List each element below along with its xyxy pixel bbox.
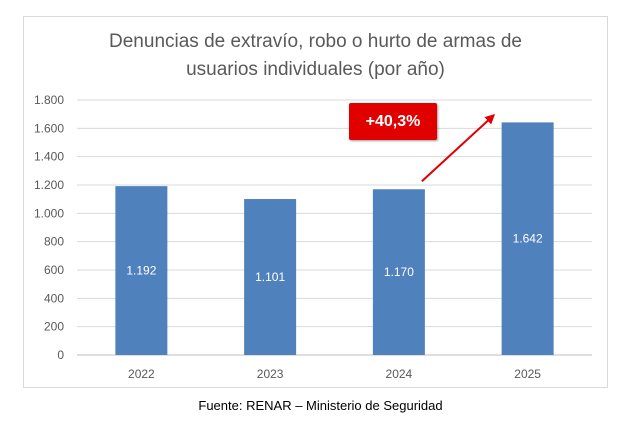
bar bbox=[372, 189, 425, 355]
y-tick-label: 800 bbox=[44, 235, 64, 249]
bar bbox=[115, 186, 168, 355]
x-tick-label: 2023 bbox=[257, 367, 284, 381]
y-tick-label: 1.800 bbox=[34, 93, 64, 107]
x-tick-label: 2024 bbox=[386, 367, 413, 381]
bar bbox=[501, 122, 554, 355]
data-label: 1.170 bbox=[384, 265, 414, 279]
x-tick-label: 2025 bbox=[514, 367, 541, 381]
chart-title-line-2: usuarios individuales (por año) bbox=[186, 59, 445, 80]
growth-badge: +40,3% bbox=[349, 103, 437, 140]
growth-arrow bbox=[421, 114, 496, 182]
bar bbox=[244, 199, 297, 355]
source-note: Fuente: RENAR – Ministerio de Seguridad bbox=[198, 398, 443, 413]
y-tick-label: 1.000 bbox=[34, 206, 64, 220]
data-label: 1.642 bbox=[513, 232, 543, 246]
y-tick-label: 600 bbox=[44, 263, 64, 277]
x-tick-label: 2022 bbox=[128, 367, 155, 381]
chart-title-line-1: Denuncias de extravío, robo o hurto de a… bbox=[109, 31, 522, 52]
chart-title: Denuncias de extravío, robo o hurto de a… bbox=[23, 28, 608, 84]
y-tick-label: 200 bbox=[44, 320, 64, 334]
y-tick-label: 1.200 bbox=[34, 178, 64, 192]
y-tick-label: 0 bbox=[57, 348, 64, 362]
y-tick-label: 1.400 bbox=[34, 150, 64, 164]
y-tick-label: 400 bbox=[44, 291, 64, 305]
data-label: 1.101 bbox=[255, 270, 285, 284]
data-label: 1.192 bbox=[126, 264, 156, 278]
y-tick-label: 1.600 bbox=[34, 121, 64, 135]
